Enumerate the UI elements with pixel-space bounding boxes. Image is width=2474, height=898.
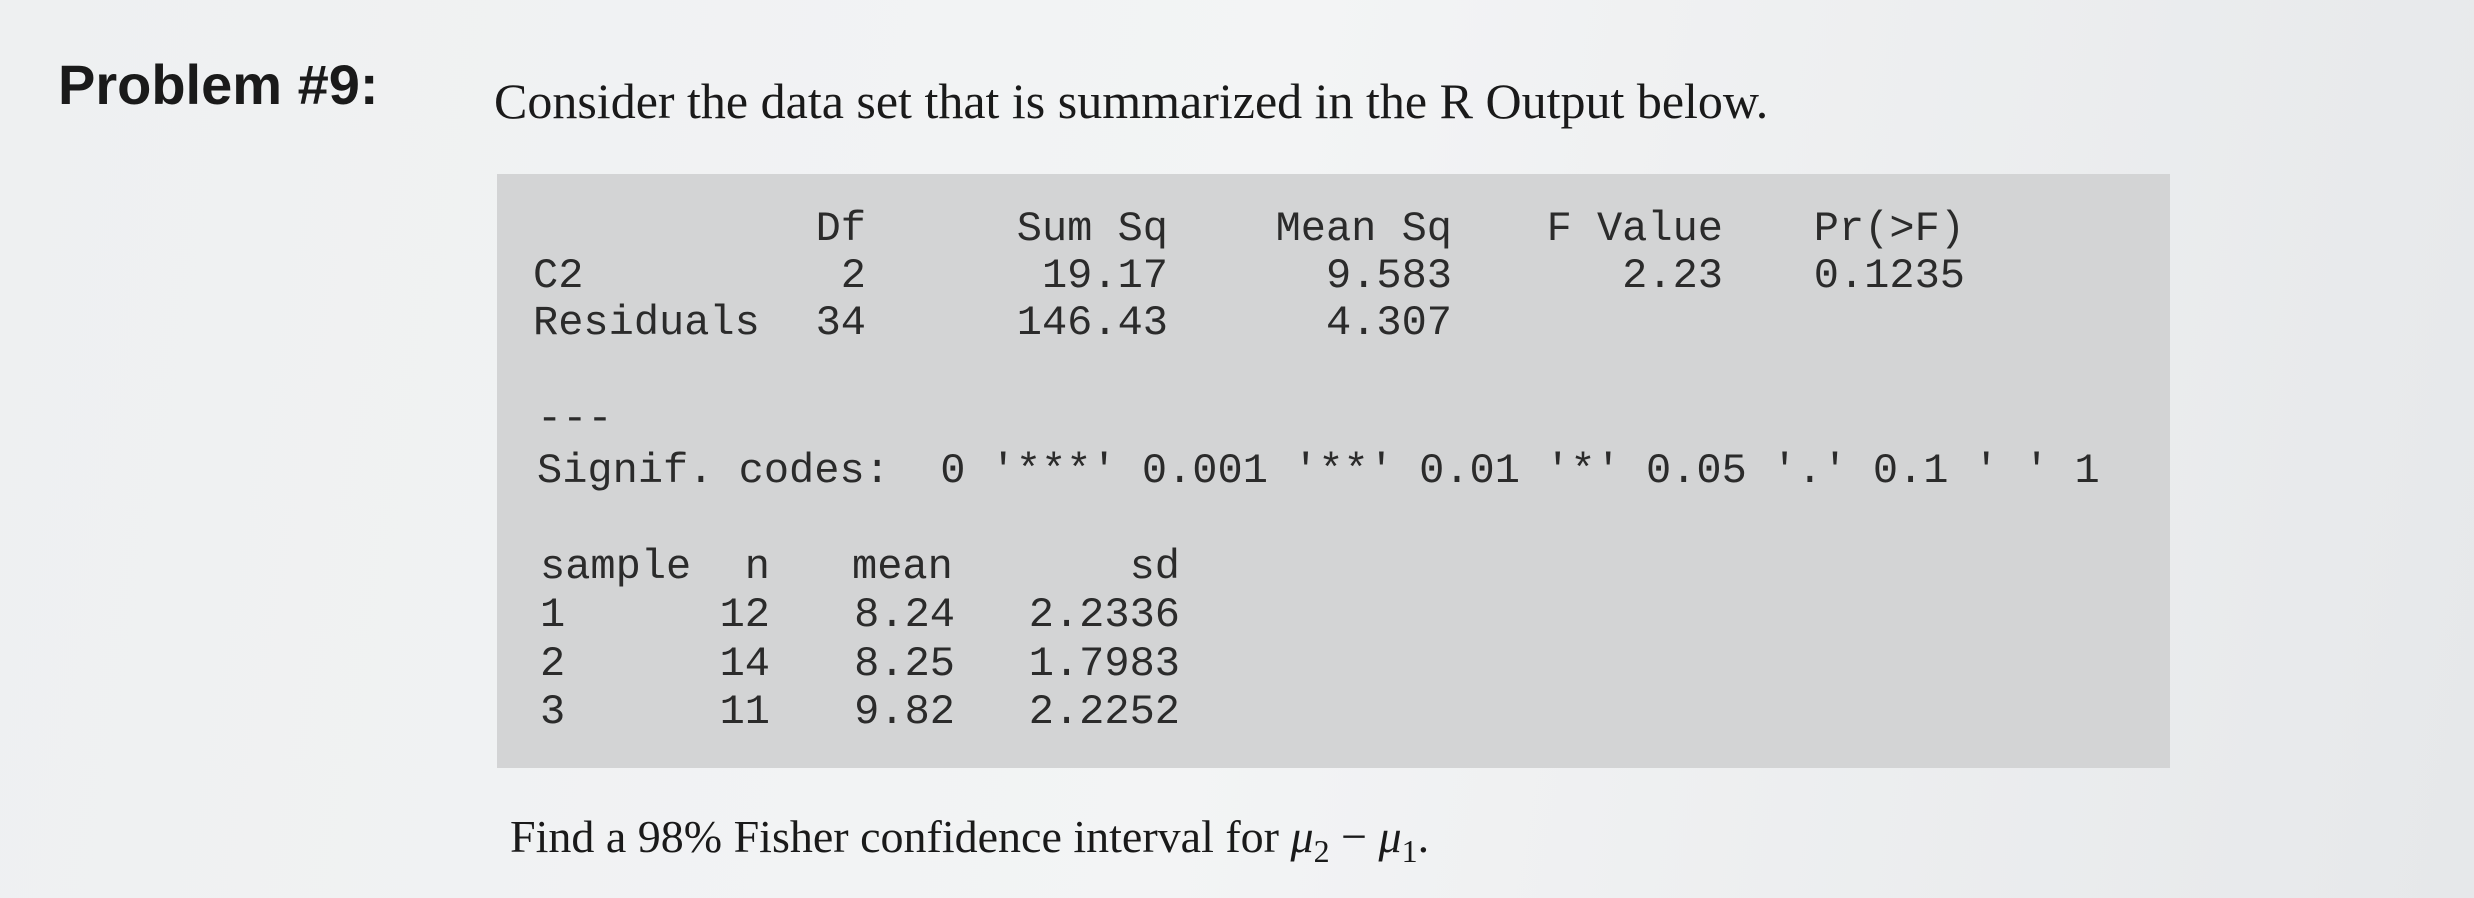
anova-cell: 0.1235 <box>1813 252 1965 300</box>
subscript: 2 <box>1313 833 1330 870</box>
sample-cell: 1 <box>540 591 566 639</box>
problem-label: Problem #9: <box>58 53 379 116</box>
anova-cell: 19.17 <box>1041 252 1168 300</box>
sample-cell: 2 <box>540 639 566 688</box>
anova-header: Pr(>F) <box>1813 205 1965 253</box>
question: Find a 98% Fisher confidence interval fo… <box>510 810 1429 870</box>
anova-header: F Value <box>1546 205 1723 253</box>
subscript: 1 <box>1401 833 1418 870</box>
sample-cell: 8.24 <box>854 591 955 639</box>
symbol: μ <box>1290 811 1314 862</box>
question-text: Find a 98% Fisher confidence interval fo… <box>510 811 1279 862</box>
signif-codes: Signif. codes: 0 '***' 0.001 '**' 0.01 '… <box>537 447 2100 495</box>
sample-cell: 12 <box>719 591 770 639</box>
anova-row-label: C2 <box>533 252 584 300</box>
anova-cell: 2.23 <box>1622 252 1723 300</box>
separator: --- <box>537 395 613 443</box>
sample-cell: 1.7983 <box>1028 639 1180 688</box>
sample-header: sd <box>1129 543 1180 591</box>
anova-row-label: Residuals <box>533 299 760 347</box>
anova-header: Mean Sq <box>1275 205 1452 253</box>
sample-cell: 2.2336 <box>1028 591 1180 639</box>
anova-cell: 34 <box>815 299 866 347</box>
sample-header: n <box>744 543 770 591</box>
problem-text: Consider the data set that is summarized… <box>494 73 1769 129</box>
sample-cell: 2.2252 <box>1028 688 1180 736</box>
anova-cell: 4.307 <box>1325 299 1452 347</box>
sample-cell: 11 <box>719 688 770 736</box>
anova-cell: 9.583 <box>1325 252 1452 300</box>
sample-cell: 9.82 <box>854 688 955 736</box>
anova-header: Sum Sq <box>1016 205 1168 253</box>
operator: − <box>1341 811 1368 862</box>
r-output <box>497 174 2170 768</box>
sample-cell: 8.25 <box>854 639 955 688</box>
sample-cell: 3 <box>540 688 566 736</box>
anova-cell: 146.43 <box>1016 299 1168 347</box>
anova-header: Df <box>815 205 866 253</box>
symbol: μ <box>1378 811 1402 862</box>
sample-header: sample <box>540 543 692 591</box>
sample-cell: 14 <box>719 639 770 688</box>
anova-cell: 2 <box>840 252 866 300</box>
sample-header: mean <box>852 543 953 591</box>
period: . <box>1417 811 1430 862</box>
